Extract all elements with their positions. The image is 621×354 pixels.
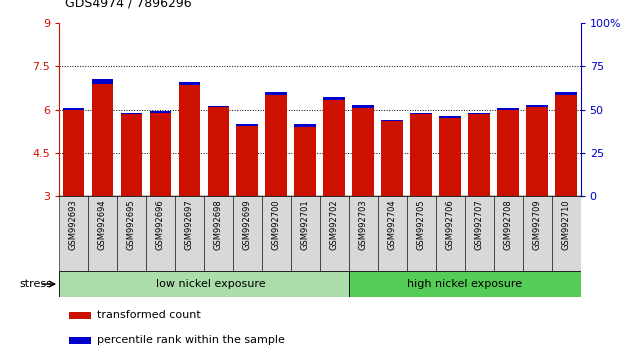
Bar (63, 110, 84, 196)
Text: GSM992696: GSM992696 (156, 199, 165, 250)
Bar (179, 82, 200, 85)
Bar (324, 97, 345, 99)
Bar (349, 196, 378, 271)
Bar (204, 196, 233, 271)
Text: GSM992693: GSM992693 (69, 199, 78, 250)
Bar (439, 116, 461, 119)
Bar (237, 126, 258, 196)
Text: GSM992706: GSM992706 (446, 199, 455, 250)
Bar (294, 127, 316, 196)
Bar (88, 196, 117, 271)
Bar (349, 271, 581, 297)
Bar (59, 196, 88, 271)
Bar (497, 108, 519, 110)
Bar (294, 124, 316, 127)
Bar (207, 106, 229, 107)
Bar (410, 114, 432, 196)
Text: GSM992698: GSM992698 (214, 199, 223, 250)
Text: GSM992700: GSM992700 (272, 199, 281, 250)
Bar (92, 84, 113, 196)
Text: GSM992704: GSM992704 (388, 199, 397, 250)
Bar (378, 196, 407, 271)
Text: transformed count: transformed count (96, 310, 201, 320)
Text: low nickel exposure: low nickel exposure (156, 279, 266, 289)
Bar (352, 105, 374, 108)
Text: GSM992703: GSM992703 (359, 199, 368, 250)
Bar (150, 111, 171, 113)
Bar (523, 196, 551, 271)
Bar (262, 196, 291, 271)
Text: GSM992707: GSM992707 (474, 199, 484, 250)
Bar (179, 85, 200, 196)
Bar (439, 118, 461, 196)
Bar (59, 271, 349, 297)
Text: stress: stress (20, 279, 53, 289)
Text: GDS4974 / 7896296: GDS4974 / 7896296 (65, 0, 192, 10)
Text: percentile rank within the sample: percentile rank within the sample (96, 335, 284, 346)
Bar (70, 312, 91, 319)
Bar (551, 196, 581, 271)
Bar (207, 107, 229, 196)
Bar (468, 113, 490, 114)
Bar (117, 196, 146, 271)
Text: GSM992699: GSM992699 (243, 199, 252, 250)
Bar (465, 196, 494, 271)
Bar (63, 108, 84, 110)
Bar (324, 99, 345, 196)
Bar (352, 108, 374, 196)
Text: GSM992701: GSM992701 (301, 199, 310, 250)
Bar (494, 196, 523, 271)
Text: GSM992708: GSM992708 (504, 199, 513, 250)
Text: GSM992709: GSM992709 (533, 199, 542, 250)
Text: GSM992705: GSM992705 (417, 199, 426, 250)
Bar (436, 196, 465, 271)
Bar (120, 113, 142, 114)
Text: high nickel exposure: high nickel exposure (407, 279, 522, 289)
Bar (468, 114, 490, 196)
Bar (320, 196, 349, 271)
Bar (526, 104, 548, 107)
Bar (381, 121, 403, 196)
Bar (407, 196, 436, 271)
Bar (150, 113, 171, 196)
Bar (497, 110, 519, 196)
Bar (70, 337, 91, 344)
Text: GSM992694: GSM992694 (98, 199, 107, 250)
Bar (381, 120, 403, 121)
Bar (146, 196, 175, 271)
Text: GSM992697: GSM992697 (185, 199, 194, 250)
Bar (233, 196, 262, 271)
Text: GSM992710: GSM992710 (561, 199, 571, 250)
Bar (120, 114, 142, 196)
Bar (237, 124, 258, 126)
Bar (555, 92, 577, 95)
Text: GSM992702: GSM992702 (330, 199, 339, 250)
Bar (526, 107, 548, 196)
Bar (291, 196, 320, 271)
Bar (175, 196, 204, 271)
Bar (265, 95, 287, 196)
Bar (92, 79, 113, 84)
Text: GSM992695: GSM992695 (127, 199, 136, 250)
Bar (410, 113, 432, 114)
Bar (555, 95, 577, 196)
Bar (265, 92, 287, 95)
